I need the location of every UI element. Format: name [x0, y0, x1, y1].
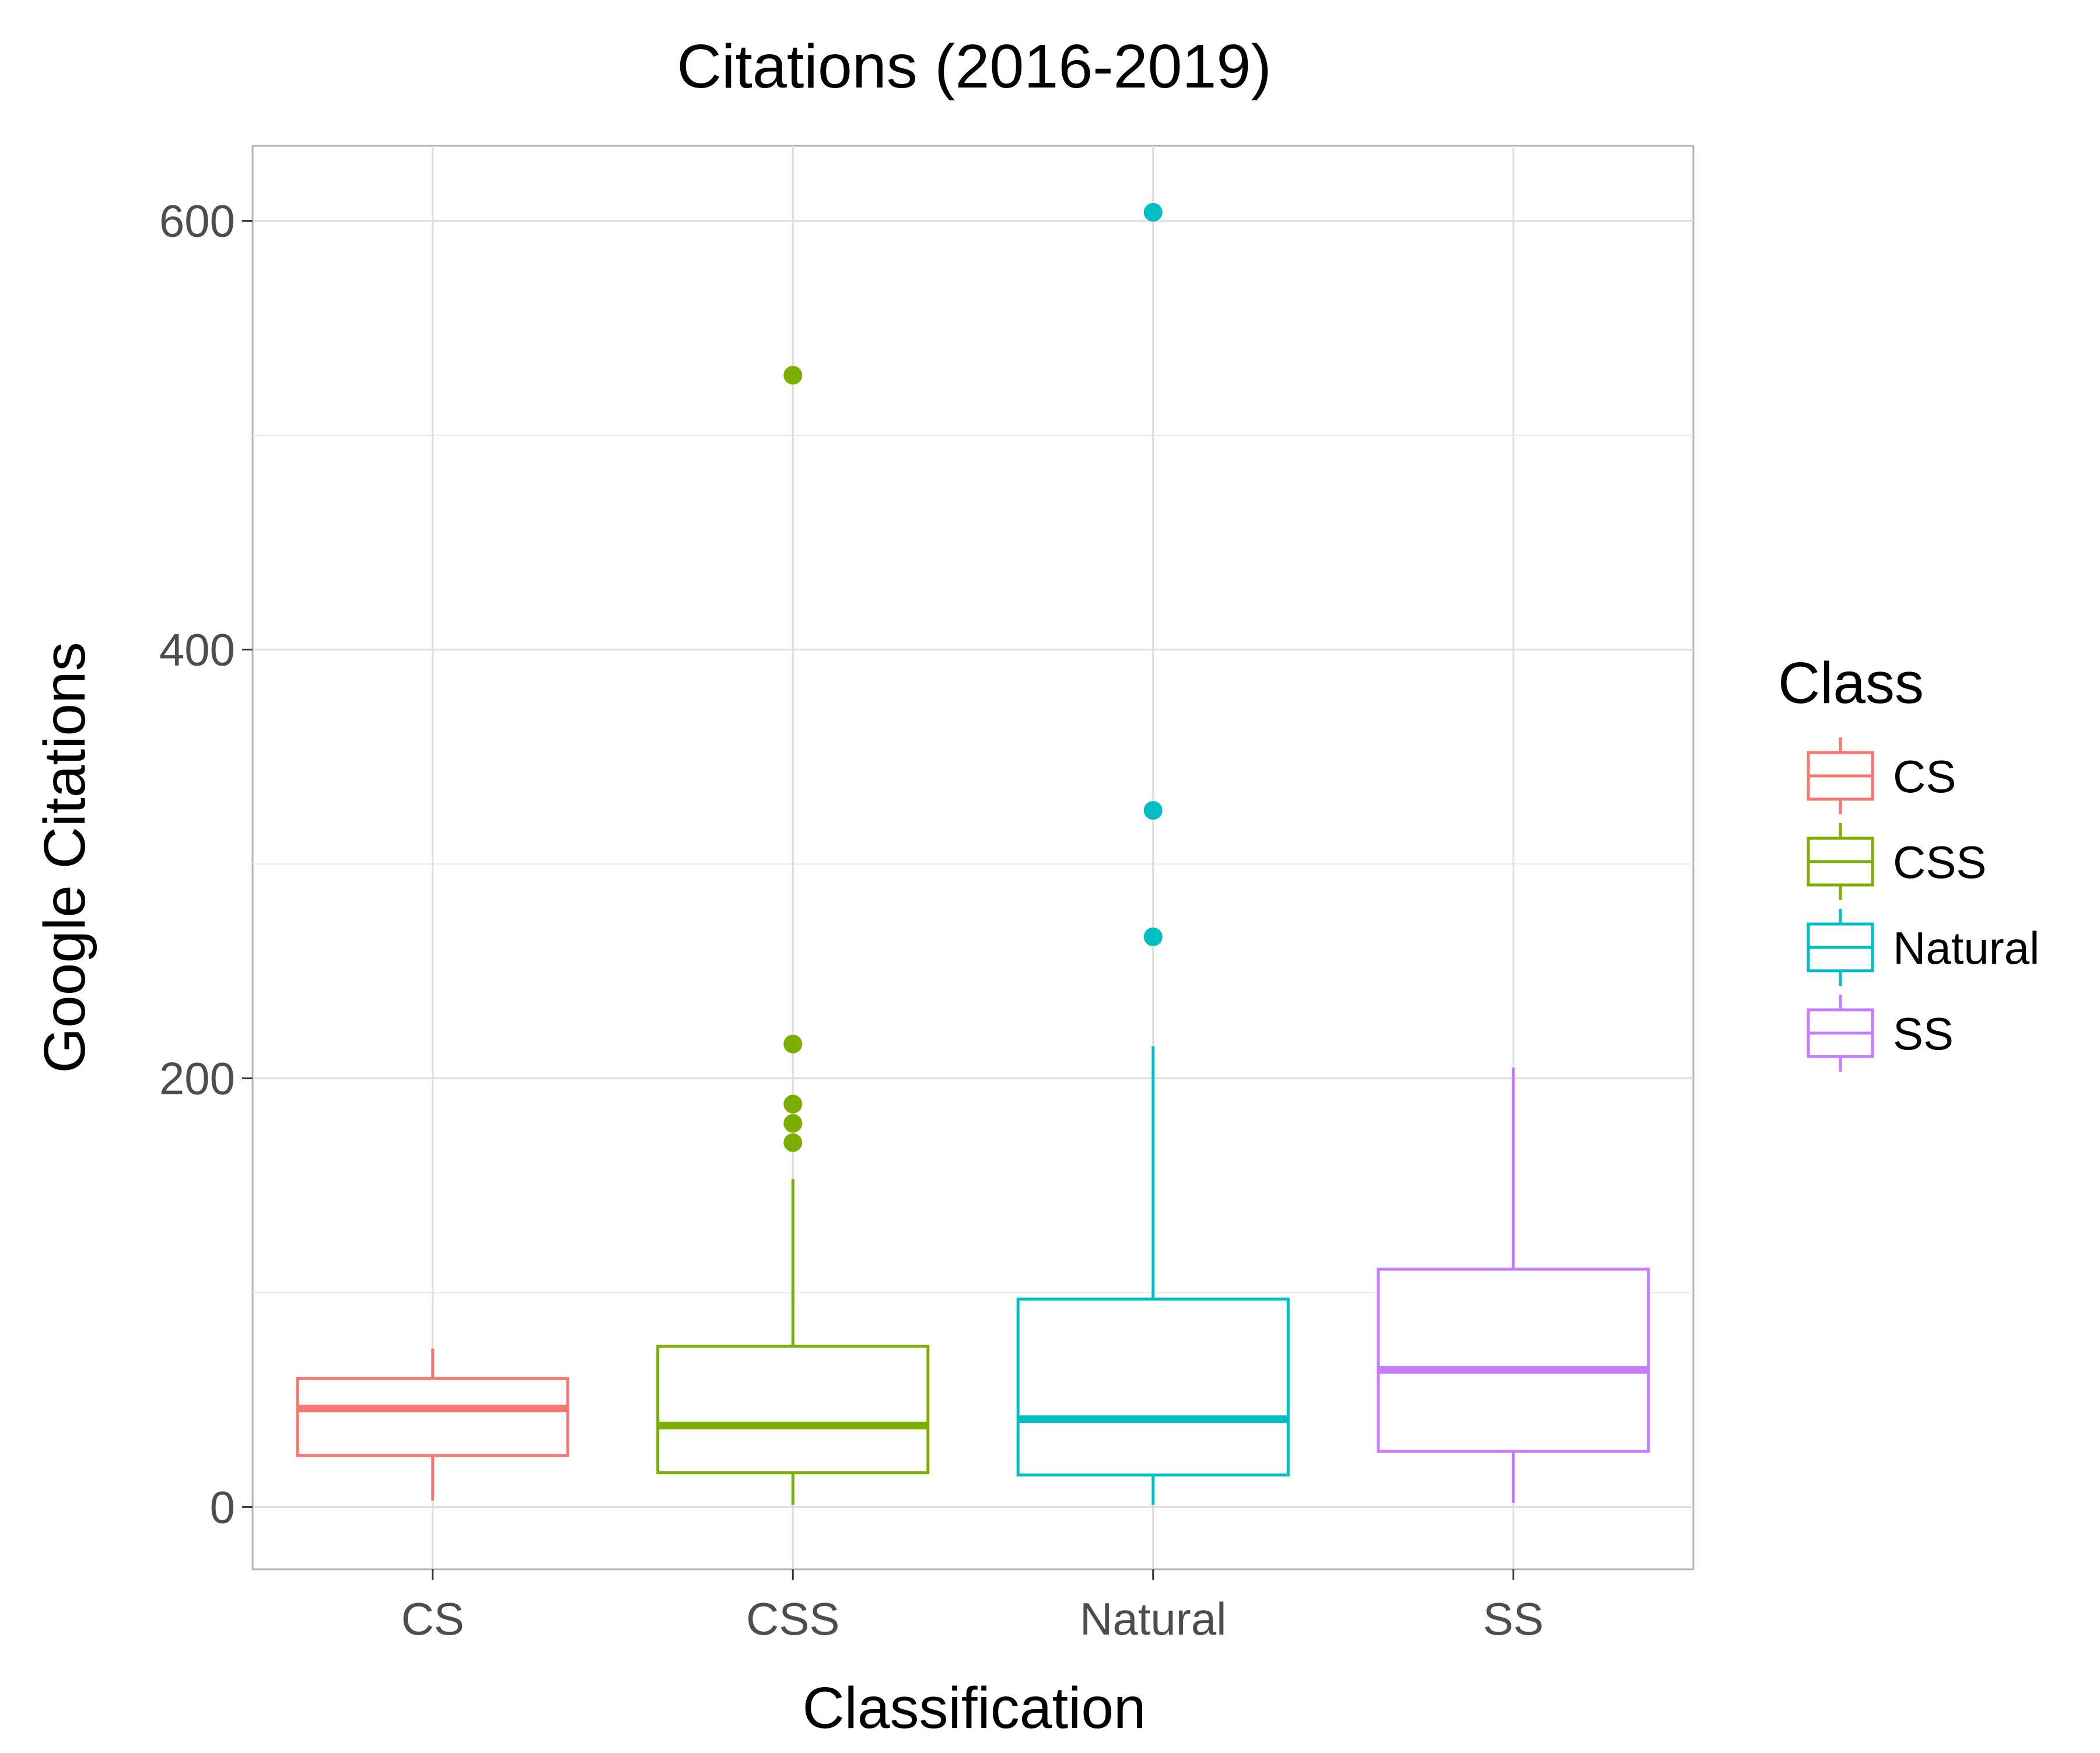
legend-item-cs: CS — [1807, 737, 1956, 814]
legend-item-ss: SS — [1807, 995, 1954, 1072]
outlier-point — [783, 1094, 803, 1114]
box-iqr — [296, 1377, 569, 1457]
box-iqr — [1377, 1268, 1650, 1453]
legend-key — [1807, 995, 1874, 1072]
box-layer — [296, 202, 1650, 1505]
y-tick-label: 600 — [159, 195, 235, 247]
box-natural — [1016, 202, 1290, 1505]
legend-key — [1807, 823, 1874, 900]
legend-title: Class — [1778, 650, 1924, 716]
legend-item-css: CSS — [1807, 823, 1986, 900]
outlier-point — [1143, 202, 1163, 222]
x-tick-label: Natural — [1080, 1593, 1226, 1644]
outlier-point — [783, 366, 803, 385]
legend-label: SS — [1893, 1008, 1954, 1059]
box-cs — [296, 1348, 569, 1501]
box-iqr — [1016, 1297, 1290, 1476]
legend-label: CS — [1893, 751, 1956, 802]
outlier-point — [783, 1034, 803, 1054]
box-css — [656, 366, 930, 1505]
legend-key — [1807, 909, 1874, 986]
y-tick-label: 0 — [210, 1481, 235, 1532]
outlier-point — [783, 1133, 803, 1152]
outlier-point — [1143, 801, 1163, 820]
y-tick-label: 400 — [159, 624, 235, 676]
chart-title: Citations (2016-2019) — [677, 32, 1271, 101]
y-axis-title: Google Citations — [32, 642, 97, 1073]
x-tick-label: CSS — [746, 1593, 839, 1644]
tick-layer: 0 200 400 600 CS CSS Natural SS — [159, 195, 1544, 1644]
legend-label: Natural — [1893, 922, 2039, 974]
box-iqr — [656, 1345, 930, 1475]
x-axis-title: Classification — [802, 1675, 1146, 1741]
legend: Class CS CSS Natural SS — [1778, 650, 2039, 1072]
x-tick-label: SS — [1483, 1593, 1544, 1644]
outlier-point — [1143, 927, 1163, 946]
box-ss — [1377, 1068, 1650, 1503]
legend-items: CS CSS Natural SS — [1807, 737, 2039, 1072]
x-tick-label: CS — [401, 1593, 464, 1644]
legend-key — [1807, 737, 1874, 814]
legend-label: CSS — [1893, 837, 1986, 888]
outlier-point — [783, 1114, 803, 1133]
y-tick-label: 200 — [159, 1052, 235, 1104]
legend-item-natural: Natural — [1807, 909, 2039, 986]
